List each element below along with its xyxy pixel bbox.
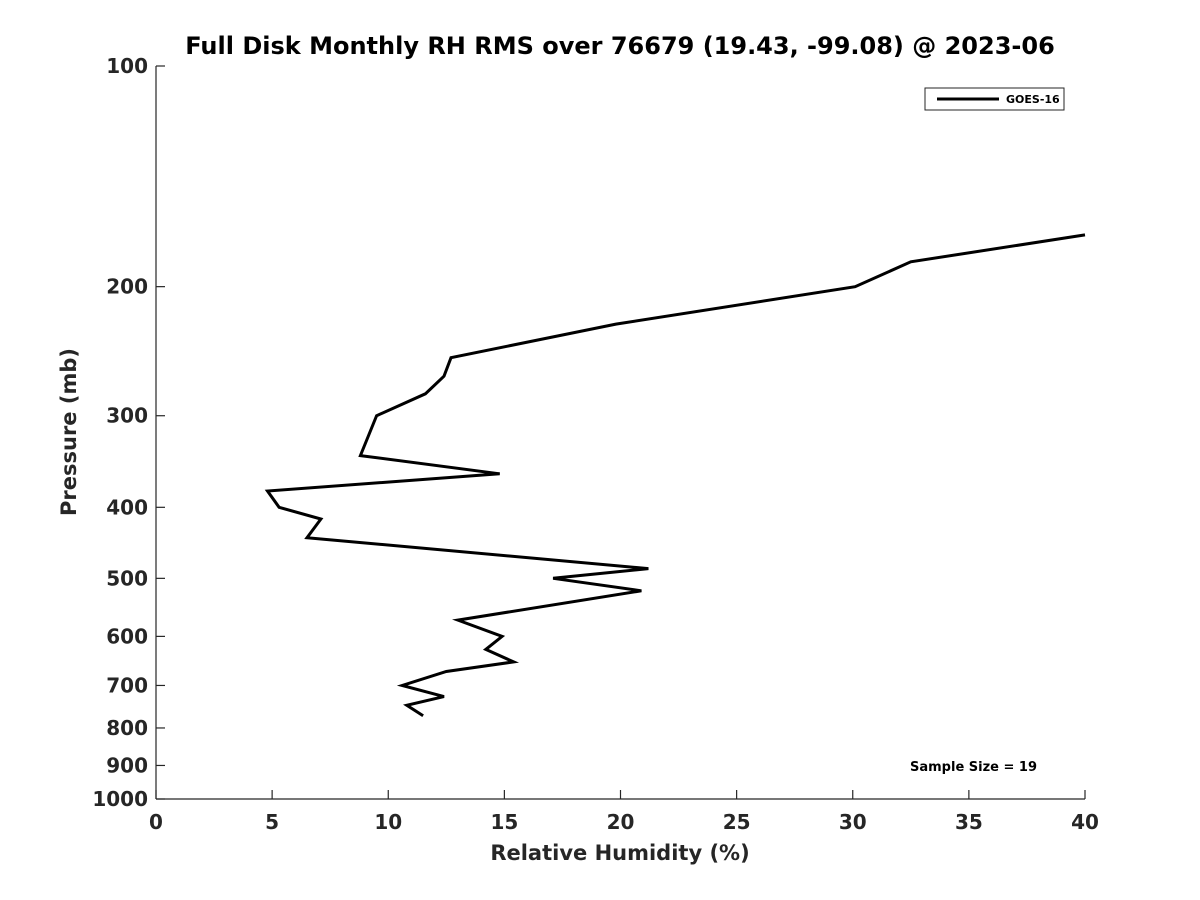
legend: GOES-16 bbox=[924, 87, 1065, 111]
x-tick-label: 10 bbox=[374, 810, 402, 834]
y-tick-label: 1000 bbox=[92, 787, 148, 811]
y-ticks: 100 200 300 400 500 600 700 800 900 1000 bbox=[92, 54, 165, 811]
x-tick-label: 0 bbox=[149, 810, 163, 834]
chart-title: Full Disk Monthly RH RMS over 76679 (19.… bbox=[185, 32, 1055, 60]
series-line-goes-16 bbox=[264, 233, 1086, 718]
series-group bbox=[264, 233, 1086, 718]
y-tick-label: 900 bbox=[106, 753, 148, 777]
y-tick-label: 100 bbox=[106, 54, 148, 78]
x-tick-label: 20 bbox=[607, 810, 635, 834]
y-tick-label: 300 bbox=[106, 404, 148, 428]
y-tick-label: 700 bbox=[106, 673, 148, 697]
x-tick-label: 35 bbox=[955, 810, 983, 834]
axes: 0 5 10 15 20 25 30 35 40 100 200 300 400 500 600 700 80… bbox=[92, 54, 1099, 834]
y-tick-label: 200 bbox=[106, 275, 148, 299]
x-tick-label: 15 bbox=[490, 810, 518, 834]
x-tick-label: 30 bbox=[839, 810, 867, 834]
x-tick-label: 25 bbox=[723, 810, 751, 834]
x-axis-label: Relative Humidity (%) bbox=[490, 841, 749, 865]
y-axis-label: Pressure (mb) bbox=[57, 348, 81, 516]
y-tick-label: 500 bbox=[106, 566, 148, 590]
y-tick-label: 800 bbox=[106, 716, 148, 740]
sample-size-annotation: Sample Size = 19 bbox=[910, 760, 1037, 775]
y-tick-label: 400 bbox=[106, 495, 148, 519]
x-ticks: 0 5 10 15 20 25 30 35 40 bbox=[149, 790, 1099, 834]
x-tick-label: 5 bbox=[265, 810, 279, 834]
y-tick-label: 600 bbox=[106, 624, 148, 648]
x-tick-label: 40 bbox=[1071, 810, 1099, 834]
legend-label-goes-16: GOES-16 bbox=[1006, 93, 1060, 106]
